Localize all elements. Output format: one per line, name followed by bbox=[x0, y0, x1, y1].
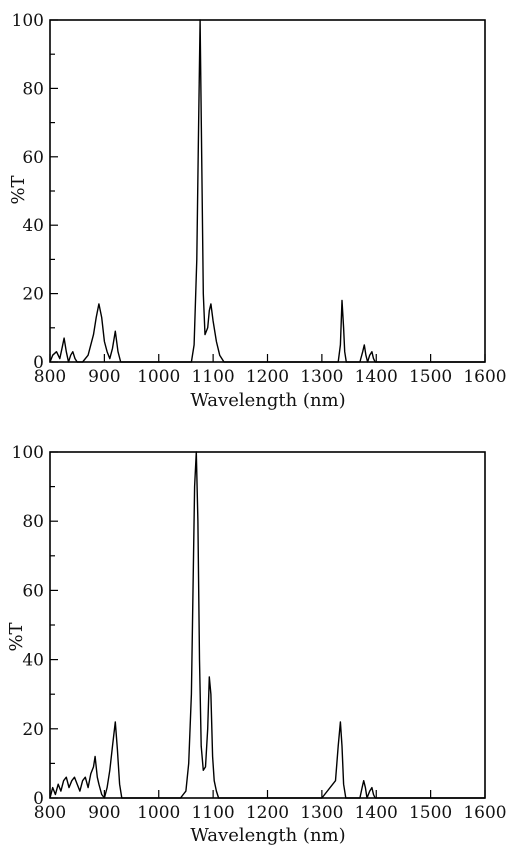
y-axis-label-text: %T bbox=[6, 622, 27, 651]
y-tick-label: 80 bbox=[22, 79, 44, 99]
y-tick-label: 60 bbox=[22, 148, 44, 168]
chart-top: %T 0 20 40 60 80 100 800 900 1000 1100 1200 1300 140… bbox=[8, 11, 507, 411]
x-tick-label: 1100 bbox=[191, 803, 234, 823]
y-tick-label: 80 bbox=[22, 512, 44, 532]
x-axis-label: Wavelength (nm) bbox=[190, 825, 345, 846]
x-tick-label: 1500 bbox=[409, 803, 452, 823]
plot-area: 0 20 40 60 80 100 800 900 1000 1100 1200 1300 1400 15… bbox=[12, 443, 507, 823]
x-tick-label: 1300 bbox=[300, 803, 343, 823]
y-tick-label: 0 bbox=[33, 789, 44, 809]
plot-frame bbox=[49, 451, 486, 799]
x-tick-label: 1400 bbox=[355, 803, 398, 823]
plot-area: 0 20 40 60 80 100 800 900 1000 1100 1200 1300 1400 15… bbox=[12, 11, 507, 387]
x-tick-label: 1000 bbox=[137, 367, 180, 387]
y-tick-label: 60 bbox=[22, 581, 44, 601]
x-tick-label: 1600 bbox=[463, 367, 506, 387]
x-tick-label: 900 bbox=[88, 367, 120, 387]
y-axis-label: %T bbox=[6, 622, 27, 651]
x-tick-label: 1000 bbox=[137, 803, 180, 823]
x-tick-label: 1200 bbox=[246, 367, 289, 387]
y-axis-label: %T bbox=[8, 175, 29, 204]
y-tick-label: 100 bbox=[12, 443, 44, 463]
y-tick-label: 40 bbox=[22, 651, 44, 671]
y-tick-label: 0 bbox=[33, 353, 44, 373]
x-tick-label: 800 bbox=[34, 367, 66, 387]
plot-frame bbox=[49, 19, 486, 363]
series-line bbox=[49, 451, 485, 799]
x-axis-label: Wavelength (nm) bbox=[190, 390, 345, 411]
x-tick-label: 1500 bbox=[409, 367, 452, 387]
chart-bottom: %T 0 20 40 60 80 100 800 900 1000 1100 1200 1300 140… bbox=[6, 443, 507, 846]
x-tick-label: 800 bbox=[34, 803, 66, 823]
x-tick-label: 900 bbox=[88, 803, 120, 823]
y-tick-label: 40 bbox=[22, 216, 44, 236]
x-tick-label: 1200 bbox=[246, 803, 289, 823]
y-axis-label-text: %T bbox=[8, 175, 29, 204]
x-tick-label: 1400 bbox=[355, 367, 398, 387]
x-tick-label: 1100 bbox=[191, 367, 234, 387]
y-tick-label: 20 bbox=[22, 720, 44, 740]
y-tick-label: 20 bbox=[22, 285, 44, 305]
series-line bbox=[49, 19, 485, 363]
y-tick-label: 100 bbox=[12, 11, 44, 31]
x-tick-label: 1600 bbox=[463, 803, 506, 823]
x-tick-label: 1300 bbox=[300, 367, 343, 387]
